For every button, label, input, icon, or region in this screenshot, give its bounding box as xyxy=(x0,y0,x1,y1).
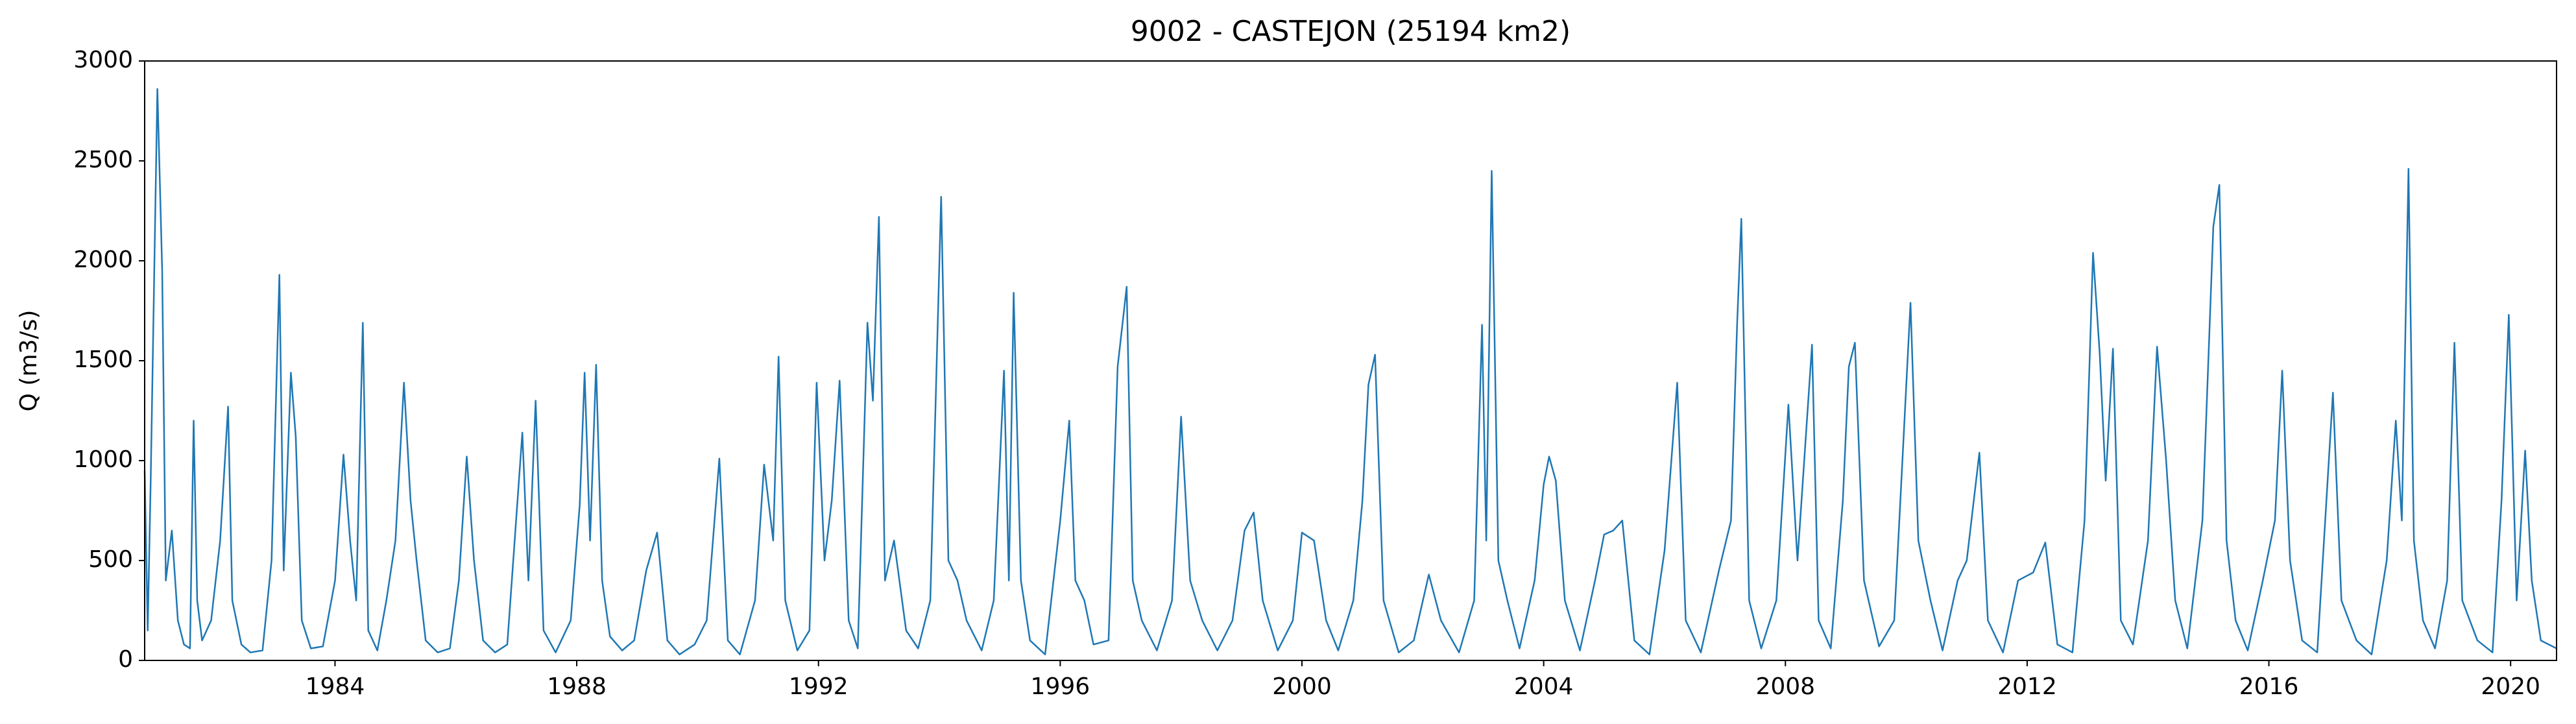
x-tick-label: 2000 xyxy=(1272,673,1332,700)
x-tick-label: 2020 xyxy=(2481,673,2540,700)
y-tick-label: 1500 xyxy=(73,346,133,373)
y-tick-label: 500 xyxy=(88,546,133,573)
x-tick-label: 1988 xyxy=(547,673,607,700)
chart-title: 9002 - CASTEJON (25194 km2) xyxy=(1131,15,1571,48)
y-tick-label: 1000 xyxy=(73,446,133,473)
x-tick-label: 2008 xyxy=(1755,673,1815,700)
y-tick-label: 2000 xyxy=(73,247,133,273)
x-tick-label: 2012 xyxy=(1997,673,2057,700)
y-axis-label: Q (m3/s) xyxy=(16,310,42,412)
x-tick-label: 1996 xyxy=(1031,673,1090,700)
y-tick-label: 3000 xyxy=(73,47,133,73)
plot-frame xyxy=(144,60,2557,661)
x-tick-label: 2016 xyxy=(2239,673,2299,700)
y-tick-label: 0 xyxy=(118,646,133,673)
x-tick-label: 1992 xyxy=(789,673,849,700)
x-tick-label: 1984 xyxy=(306,673,365,700)
data-line xyxy=(143,88,2557,656)
y-tick-label: 2500 xyxy=(73,147,133,173)
x-tick-label: 2004 xyxy=(1514,673,1574,700)
